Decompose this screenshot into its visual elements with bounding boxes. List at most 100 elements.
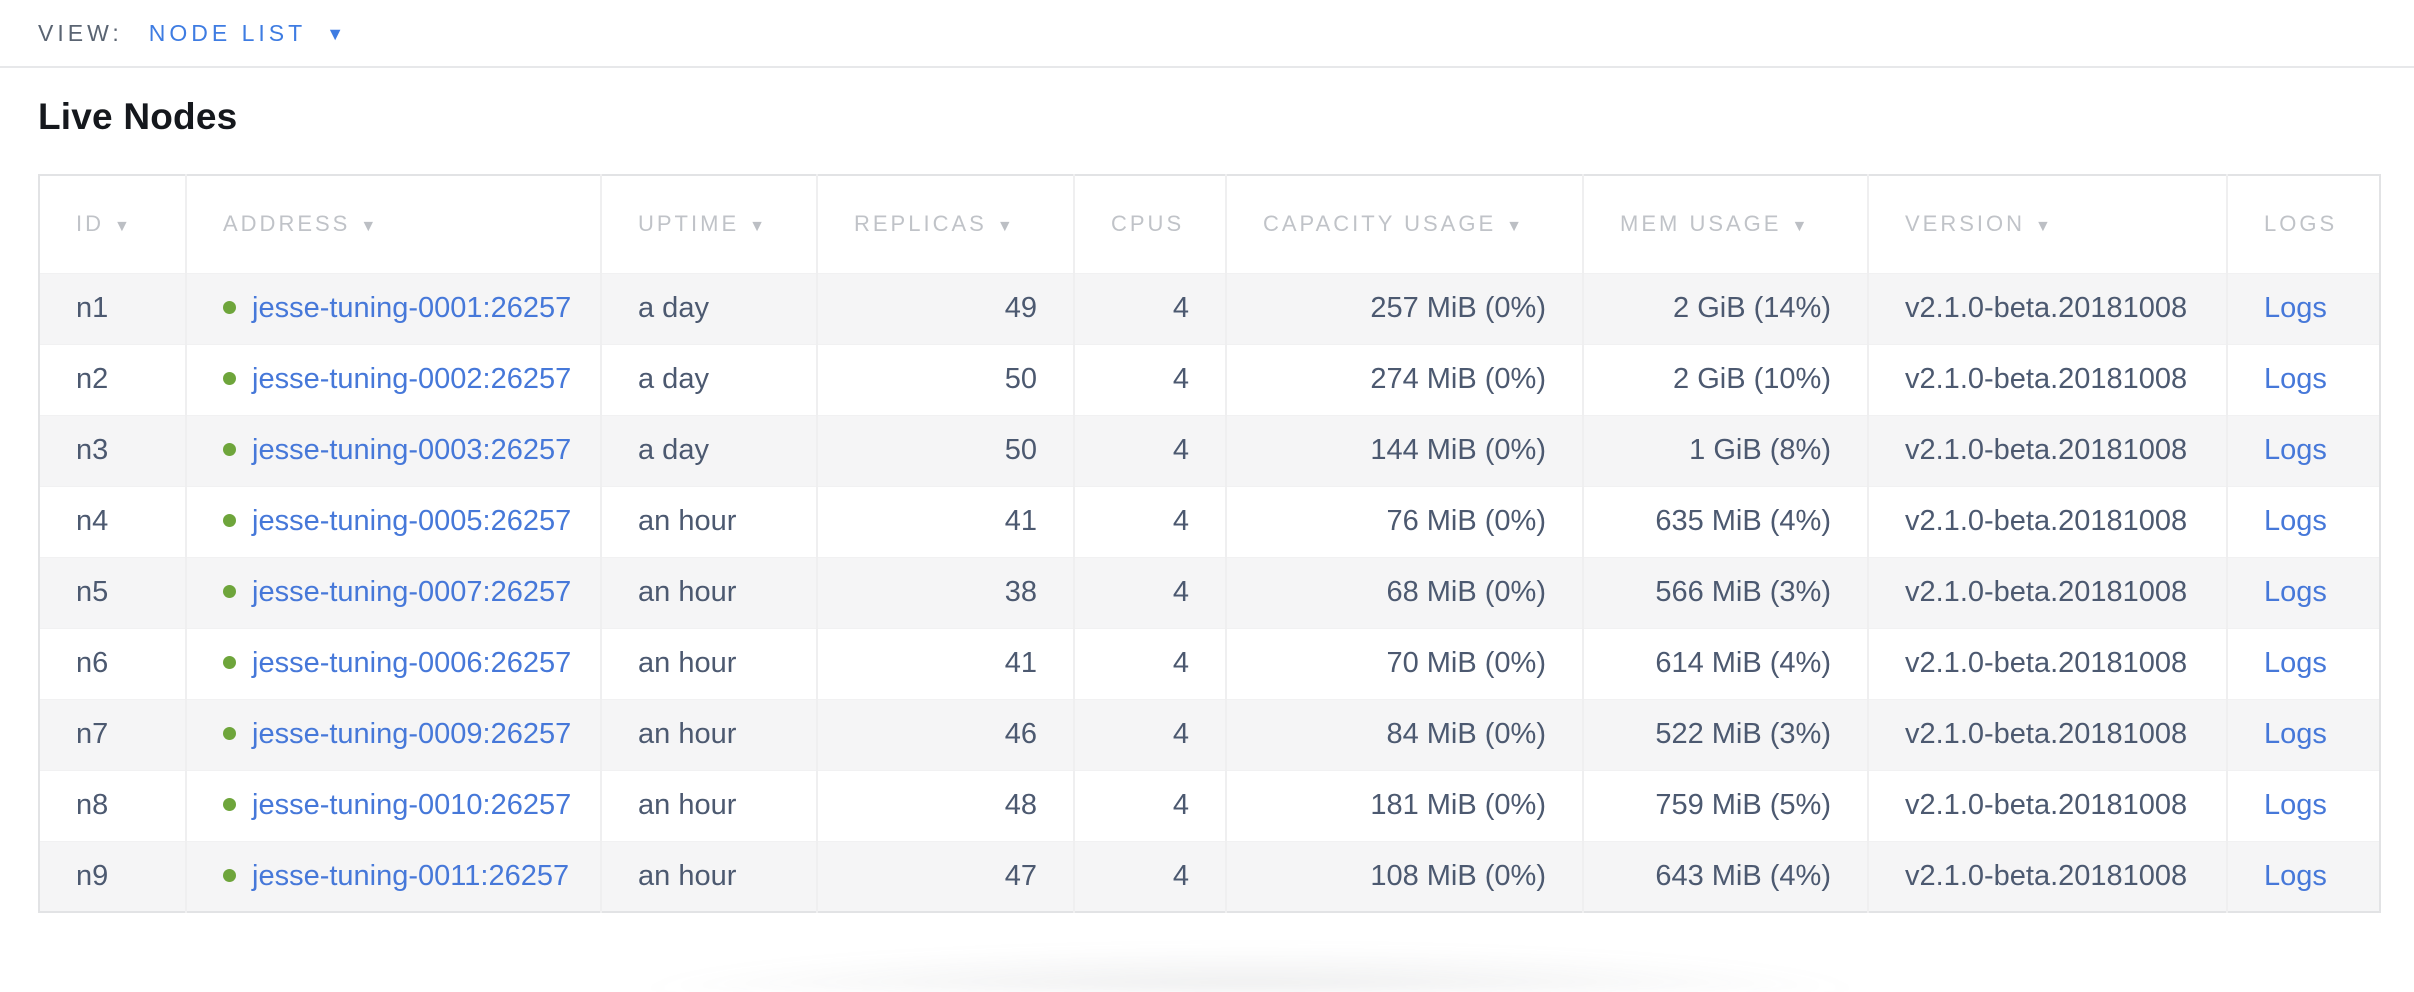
logs-link[interactable]: Logs bbox=[2264, 576, 2327, 608]
cell-replicas: 50 bbox=[816, 415, 1074, 486]
node-live-status-icon bbox=[223, 372, 236, 385]
node-address-link[interactable]: jesse-tuning-0006:26257 bbox=[252, 647, 572, 679]
table-row: n4 jesse-tuning-0005:26257 an hour 41 4 76 Mi… bbox=[39, 486, 2380, 557]
node-live-status-icon bbox=[223, 301, 236, 314]
cell-capacity: 76 MiB (0%) bbox=[1225, 486, 1583, 557]
bottom-shadow bbox=[500, 922, 2000, 992]
node-address-link[interactable]: jesse-tuning-0011:26257 bbox=[252, 859, 570, 892]
live-nodes-table: ID ▼ ADDRESS ▼ UPTIME ▼ REPLICAS ▼ CPUS CAPACITY … bbox=[38, 174, 2381, 913]
cell-id: n6 bbox=[76, 647, 109, 679]
cell-mem: 614 MiB (4%) bbox=[1582, 628, 1868, 699]
cell-replicas: 41 bbox=[816, 628, 1074, 699]
column-label: MEM USAGE bbox=[1620, 211, 1782, 237]
sort-desc-icon: ▼ bbox=[360, 218, 380, 236]
cell-address: jesse-tuning-0002:26257 bbox=[185, 344, 601, 415]
logs-link[interactable]: Logs bbox=[2264, 363, 2327, 395]
logs-link[interactable]: Logs bbox=[2264, 434, 2327, 466]
cell-version: v2.1.0-beta.20181008 bbox=[1867, 557, 2227, 628]
cell-mem: 2 GiB (14%) bbox=[1582, 273, 1868, 344]
node-address-link[interactable]: jesse-tuning-0005:26257 bbox=[252, 505, 572, 537]
node-address-link[interactable]: jesse-tuning-0002:26257 bbox=[252, 363, 572, 395]
column-header-cpus: CPUS bbox=[1073, 175, 1226, 273]
cell-cpus: 4 bbox=[1073, 486, 1226, 557]
column-header-logs: LOGS bbox=[2226, 175, 2380, 273]
cell-uptime: a day bbox=[600, 415, 817, 486]
cell-version: v2.1.0-beta.20181008 bbox=[1867, 486, 2227, 557]
cell-version: v2.1.0-beta.20181008 bbox=[1867, 841, 2227, 912]
node-address-link[interactable]: jesse-tuning-0001:26257 bbox=[252, 292, 572, 324]
sort-desc-icon: ▼ bbox=[114, 218, 133, 236]
logs-link[interactable]: Logs bbox=[2264, 859, 2327, 892]
cell-uptime: an hour bbox=[600, 557, 817, 628]
node-address-link[interactable]: jesse-tuning-0010:26257 bbox=[252, 789, 572, 821]
chevron-down-icon: ▼ bbox=[326, 23, 345, 44]
column-header-address[interactable]: ADDRESS ▼ bbox=[185, 175, 601, 273]
cell-mem: 566 MiB (3%) bbox=[1582, 557, 1868, 628]
column-label: ADDRESS bbox=[223, 211, 351, 237]
cell-logs: Logs bbox=[2226, 557, 2380, 628]
cell-address: jesse-tuning-0001:26257 bbox=[185, 273, 601, 344]
live-nodes-table-container: ID ▼ ADDRESS ▼ UPTIME ▼ REPLICAS ▼ CPUS CAPACITY … bbox=[38, 174, 2381, 913]
view-bar: VIEW: NODE LIST ▼ bbox=[0, 0, 2414, 68]
column-header-uptime[interactable]: UPTIME ▼ bbox=[600, 175, 817, 273]
column-header-id[interactable]: ID ▼ bbox=[39, 175, 186, 273]
sort-desc-icon: ▼ bbox=[1791, 218, 1811, 236]
cell-uptime: an hour bbox=[600, 841, 817, 912]
cell-id: n2 bbox=[76, 363, 109, 395]
page-title: Live Nodes bbox=[38, 96, 238, 137]
column-header-replicas[interactable]: REPLICAS ▼ bbox=[816, 175, 1074, 273]
table-row: n9 jesse-tuning-0011:26257 an hour 47 4 108 M… bbox=[39, 841, 2380, 912]
cell-logs: Logs bbox=[2226, 699, 2380, 770]
cell-cpus: 4 bbox=[1073, 415, 1226, 486]
node-address-link[interactable]: jesse-tuning-0007:26257 bbox=[252, 576, 572, 608]
node-live-status-icon bbox=[223, 514, 236, 527]
column-label: REPLICAS bbox=[854, 211, 987, 237]
cell-address: jesse-tuning-0005:26257 bbox=[185, 486, 601, 557]
cell-address: jesse-tuning-0010:26257 bbox=[185, 770, 601, 841]
column-header-capacity[interactable]: CAPACITY USAGE ▼ bbox=[1225, 175, 1583, 273]
column-header-version[interactable]: VERSION ▼ bbox=[1867, 175, 2227, 273]
cell-uptime: a day bbox=[600, 273, 817, 344]
cell-cpus: 4 bbox=[1073, 344, 1226, 415]
cell-logs: Logs bbox=[2226, 486, 2380, 557]
cell-mem: 1 GiB (8%) bbox=[1582, 415, 1868, 486]
cell-version: v2.1.0-beta.20181008 bbox=[1867, 770, 2227, 841]
node-live-status-icon bbox=[223, 443, 236, 456]
cell-replicas: 50 bbox=[816, 344, 1074, 415]
cell-address: jesse-tuning-0003:26257 bbox=[185, 415, 601, 486]
node-address-link[interactable]: jesse-tuning-0009:26257 bbox=[252, 718, 572, 750]
logs-link[interactable]: Logs bbox=[2264, 789, 2327, 821]
cell-logs: Logs bbox=[2226, 273, 2380, 344]
cell-version: v2.1.0-beta.20181008 bbox=[1867, 699, 2227, 770]
cell-address: jesse-tuning-0011:26257 bbox=[185, 841, 601, 912]
node-address-link[interactable]: jesse-tuning-0003:26257 bbox=[252, 434, 572, 466]
cell-replicas: 41 bbox=[816, 486, 1074, 557]
cell-version: v2.1.0-beta.20181008 bbox=[1867, 273, 2227, 344]
column-label: LOGS bbox=[2264, 211, 2338, 237]
column-label: ID bbox=[76, 211, 104, 237]
logs-link[interactable]: Logs bbox=[2264, 292, 2327, 324]
cell-address: jesse-tuning-0007:26257 bbox=[185, 557, 601, 628]
table-row: n6 jesse-tuning-0006:26257 an hour 41 4 70 Mi… bbox=[39, 628, 2380, 699]
cell-logs: Logs bbox=[2226, 415, 2380, 486]
cell-id: n7 bbox=[39, 699, 186, 770]
cell-capacity: 84 MiB (0%) bbox=[1225, 699, 1583, 770]
cell-cpus: 4 bbox=[1073, 628, 1226, 699]
cell-capacity: 108 MiB (0%) bbox=[1225, 841, 1583, 912]
column-header-mem[interactable]: MEM USAGE ▼ bbox=[1582, 175, 1868, 273]
cell-uptime: a day bbox=[600, 344, 817, 415]
node-live-status-icon bbox=[223, 868, 236, 882]
cell-capacity: 274 MiB (0%) bbox=[1225, 344, 1583, 415]
cell-id: n8 bbox=[76, 789, 109, 821]
logs-link[interactable]: Logs bbox=[2264, 647, 2327, 679]
cell-id: n9 bbox=[39, 841, 186, 912]
node-live-status-icon bbox=[223, 656, 236, 669]
logs-link[interactable]: Logs bbox=[2264, 718, 2327, 750]
sort-desc-icon: ▼ bbox=[1506, 218, 1525, 236]
cell-uptime: an hour bbox=[600, 486, 817, 557]
cell-capacity: 70 MiB (0%) bbox=[1225, 628, 1583, 699]
logs-link[interactable]: Logs bbox=[2264, 505, 2327, 537]
node-live-status-icon bbox=[223, 727, 236, 740]
view-selector-dropdown[interactable]: NODE LIST ▼ bbox=[149, 20, 344, 47]
sort-desc-icon: ▼ bbox=[749, 218, 768, 236]
